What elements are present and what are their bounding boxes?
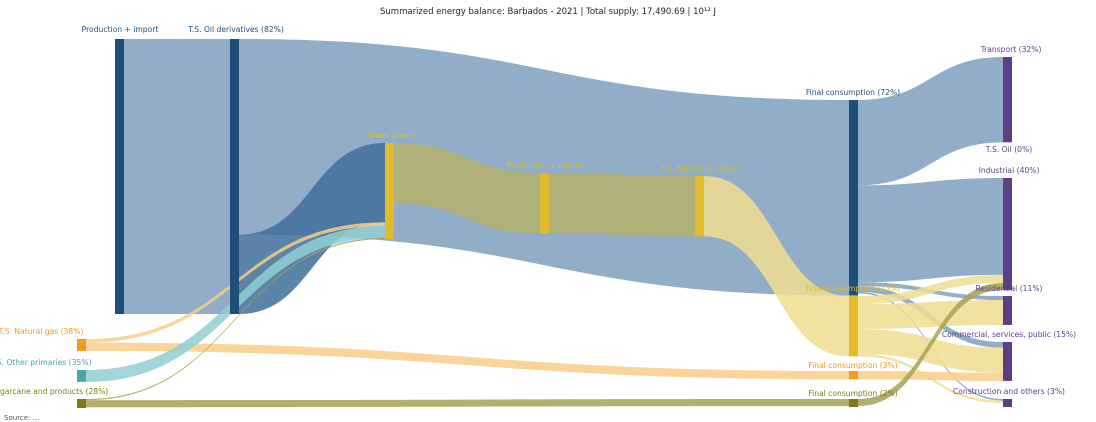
node-label-ts_oil_der: T.S. Oil derivatives (82%) bbox=[187, 25, 284, 34]
flow-link-fc_oil-to-transport bbox=[858, 57, 1003, 186]
node-labels: Production + import T.S. Oil derivatives … bbox=[0, 25, 1076, 398]
chart-title: Summarized energy balance: Barbados - 20… bbox=[380, 7, 716, 17]
node-label-industrial: Industrial (40%) bbox=[979, 166, 1040, 175]
node-bar-commercial bbox=[1003, 342, 1012, 381]
node-bar-ot_sugar bbox=[77, 399, 86, 408]
node-bar-ts_other bbox=[77, 370, 86, 382]
flow-nodes bbox=[77, 39, 1012, 408]
node-bar-fc_sugar bbox=[849, 399, 858, 407]
node-label-prod_oil: Production + import bbox=[82, 25, 159, 34]
node-label-commercial: Commercial, services, public (15%) bbox=[942, 330, 1076, 339]
node-bar-residential bbox=[1003, 296, 1012, 325]
node-label-fc_el: Final consumption (23%) bbox=[806, 284, 900, 293]
node-label-ts_el: T.S. Electricity (18%) bbox=[660, 164, 740, 173]
flow-link-fc_gas-to-commercial bbox=[858, 371, 1003, 381]
node-label-fc_gas: Final consumption (3%) bbox=[808, 361, 898, 370]
node-label-residential: Residential (11%) bbox=[975, 284, 1042, 293]
flow-link-fc_el-to-commercial bbox=[858, 328, 1003, 373]
node-label-transport: Transport (32%) bbox=[980, 45, 1042, 54]
node-bar-ts_el bbox=[695, 176, 704, 237]
node-label-fc_sugar: Final consumption (2%) bbox=[808, 389, 898, 398]
flow-link-fc_el-to-residential bbox=[858, 300, 1003, 329]
flow-link-ts_el-to-fc_el bbox=[704, 176, 849, 357]
node-label-prod_el: Production + import bbox=[507, 161, 584, 170]
node-bar-prod_el bbox=[540, 173, 549, 234]
node-bar-fc_oil bbox=[849, 100, 858, 296]
flow-link-ot_sugar-to-power bbox=[86, 237, 385, 401]
flow-link-prod_oil-to-ts_oil_der bbox=[124, 39, 230, 314]
node-label-construction: Construction and others (3%) bbox=[953, 387, 1065, 396]
flow-link-prod_el-to-ts_el bbox=[549, 173, 695, 237]
flow-link-ts_gas-to-fc_gas bbox=[86, 342, 849, 380]
node-bar-power bbox=[385, 143, 394, 240]
flow-link-ot_sugar-to-fc_sugar bbox=[86, 399, 849, 408]
node-label-ot_sugar: O.T. Sugarcane and products (28%) bbox=[0, 387, 108, 396]
node-label-power: Power plants bbox=[367, 131, 416, 140]
node-bar-prod_oil bbox=[115, 39, 124, 314]
flow-link-fc_sugar-to-industrial bbox=[858, 282, 1003, 407]
node-label-ts_gas: T.S. Natural gas (38%) bbox=[0, 327, 83, 336]
node-bar-ts_gas bbox=[77, 339, 86, 351]
node-label-fc_oil: Final consumption (72%) bbox=[806, 88, 900, 97]
node-bar-ts_oil_der bbox=[230, 39, 239, 314]
flow-link-power-to-prod_el bbox=[394, 143, 540, 234]
source-note: Source: ... bbox=[4, 414, 39, 422]
node-label-ts_oil0: T.S. Oil (0%) bbox=[985, 145, 1032, 154]
node-bar-industrial bbox=[1003, 178, 1012, 290]
node-label-ts_other: T.S. Other primaries (35%) bbox=[0, 358, 92, 367]
node-bar-fc_el bbox=[849, 296, 858, 357]
flow-link-fc_oil-to-industrial bbox=[858, 178, 1003, 283]
flow-link-fc_el-to-industrial bbox=[858, 274, 1003, 305]
node-bar-construction bbox=[1003, 399, 1012, 407]
node-bar-fc_gas bbox=[849, 371, 858, 380]
node-bar-transport bbox=[1003, 57, 1012, 143]
